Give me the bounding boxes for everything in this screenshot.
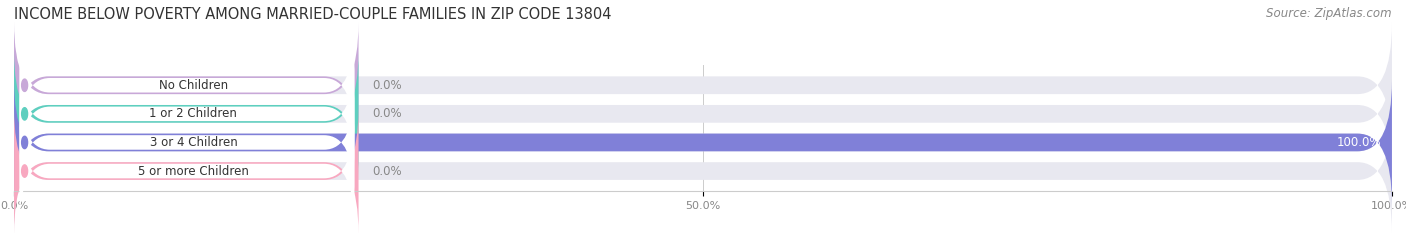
Text: Source: ZipAtlas.com: Source: ZipAtlas.com xyxy=(1267,7,1392,20)
FancyBboxPatch shape xyxy=(20,115,354,227)
Circle shape xyxy=(21,165,28,177)
Text: INCOME BELOW POVERTY AMONG MARRIED-COUPLE FAMILIES IN ZIP CODE 13804: INCOME BELOW POVERTY AMONG MARRIED-COUPL… xyxy=(14,7,612,22)
Circle shape xyxy=(21,79,28,91)
Text: 3 or 4 Children: 3 or 4 Children xyxy=(149,136,238,149)
Text: 0.0%: 0.0% xyxy=(373,164,402,178)
FancyBboxPatch shape xyxy=(14,108,359,233)
Text: 1 or 2 Children: 1 or 2 Children xyxy=(149,107,238,120)
FancyBboxPatch shape xyxy=(14,80,1392,205)
Text: 0.0%: 0.0% xyxy=(373,107,402,120)
Text: 5 or more Children: 5 or more Children xyxy=(138,164,249,178)
Text: 0.0%: 0.0% xyxy=(373,79,402,92)
FancyBboxPatch shape xyxy=(14,108,1392,233)
FancyBboxPatch shape xyxy=(20,87,354,198)
Text: 100.0%: 100.0% xyxy=(1337,136,1381,149)
FancyBboxPatch shape xyxy=(14,23,359,148)
FancyBboxPatch shape xyxy=(14,23,1392,148)
FancyBboxPatch shape xyxy=(14,80,1392,205)
Text: No Children: No Children xyxy=(159,79,228,92)
Circle shape xyxy=(21,136,28,149)
FancyBboxPatch shape xyxy=(20,58,354,169)
FancyBboxPatch shape xyxy=(14,51,1392,176)
FancyBboxPatch shape xyxy=(14,51,359,176)
Circle shape xyxy=(21,108,28,120)
FancyBboxPatch shape xyxy=(20,30,354,141)
